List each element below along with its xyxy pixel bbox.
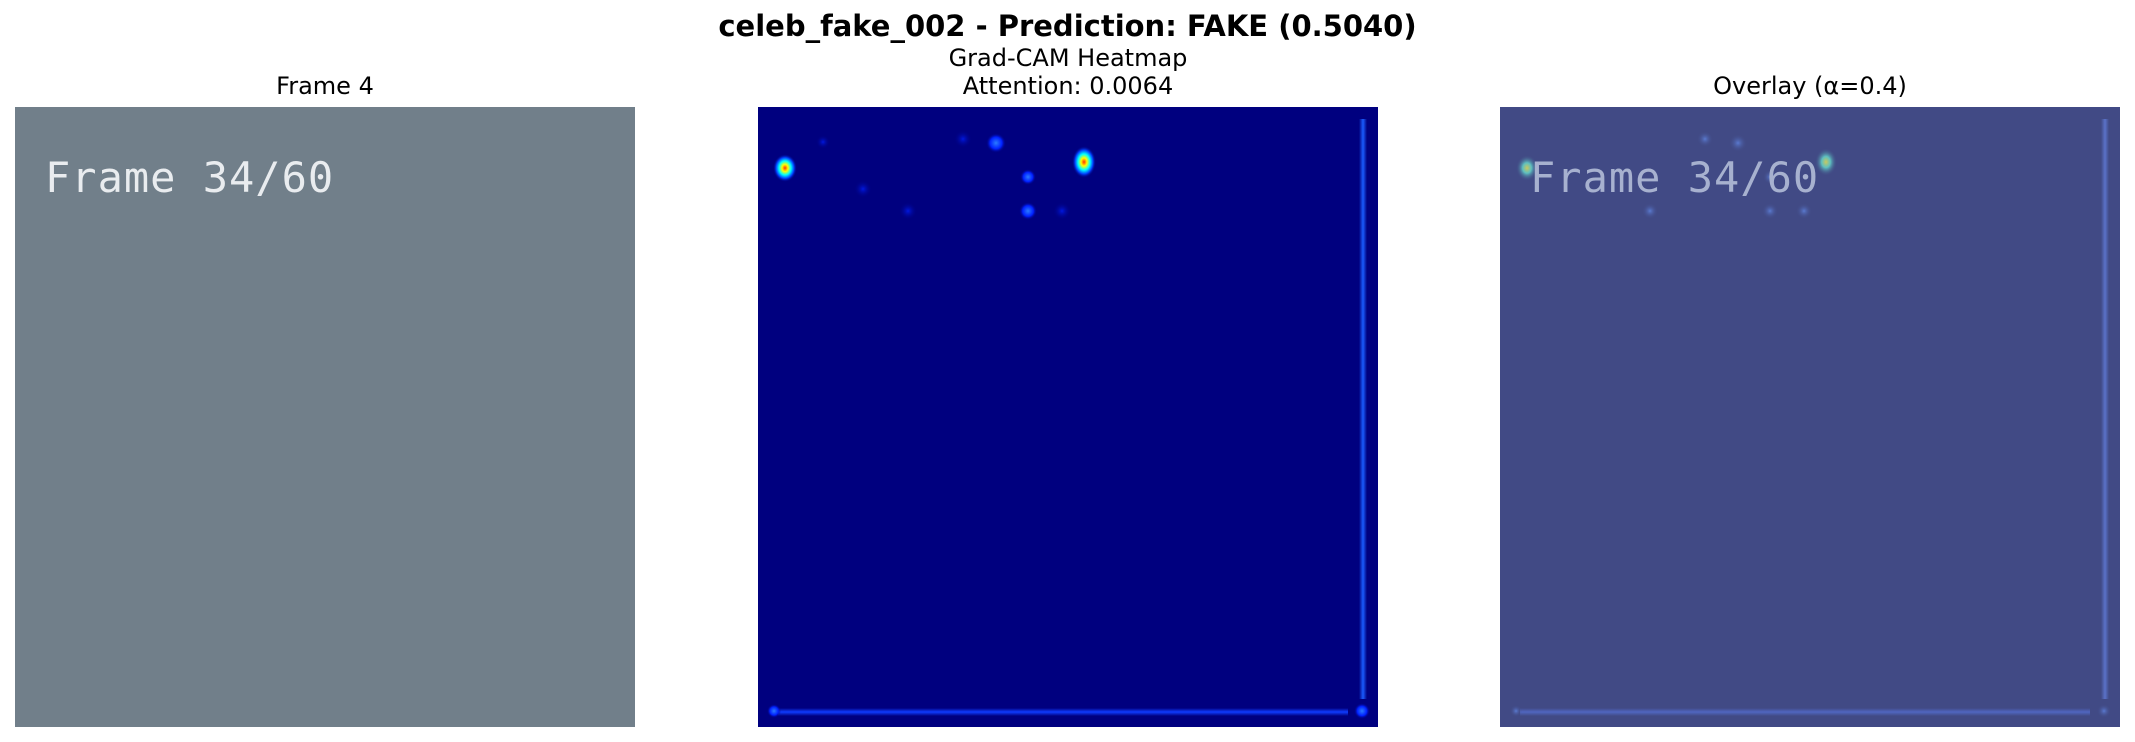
- overlay-spot: [1729, 134, 1747, 152]
- overlay-panel-title: Overlay (α=0.4): [1713, 72, 1907, 100]
- heatmap-svg: [767, 119, 1370, 719]
- overlay-svg: [1510, 119, 2111, 718]
- overlay-image: Frame 34/60: [1500, 107, 2120, 727]
- overlay-hotspot: [1516, 155, 1538, 181]
- frame-image: Frame 34/60: [15, 107, 635, 727]
- heat-hotspot: [773, 154, 797, 182]
- overlay-bottom-edge: [1520, 708, 2090, 716]
- overlay-right-edge: [2101, 119, 2109, 699]
- heat-spot: [954, 130, 972, 148]
- overlay-frame-counter-text: Frame 34/60: [1530, 153, 1820, 202]
- overlay-spot: [1762, 203, 1778, 219]
- overlay-corner-spot: [2097, 704, 2111, 718]
- heat-bottom-edge: [778, 708, 1348, 716]
- frame-panel-title: Frame 4: [276, 72, 374, 100]
- overlay-corner-spot: [1510, 705, 1522, 717]
- heatmap-panel-title-line1: Grad-CAM Heatmap: [948, 44, 1188, 72]
- overlay-spot: [1763, 170, 1777, 184]
- heat-spot: [986, 133, 1006, 153]
- heat-corner-spot: [1354, 703, 1370, 719]
- heat-hotspot: [1072, 146, 1096, 178]
- heat-spot: [1020, 169, 1036, 185]
- overlay-hotspot: [1815, 148, 1837, 176]
- heat-spot: [899, 202, 917, 220]
- overlay-spot: [1697, 131, 1713, 147]
- heat-spot: [1019, 202, 1037, 220]
- overlay-spot: [1796, 203, 1812, 219]
- heat-right-edge: [1359, 119, 1367, 699]
- overlay-spot: [1642, 203, 1658, 219]
- heat-spot: [816, 135, 830, 149]
- heat-spot: [854, 180, 872, 198]
- heatmap-panel-title-line2: Attention: 0.0064: [962, 72, 1174, 100]
- heat-spot: [1053, 202, 1071, 220]
- heat-corner-spot: [767, 704, 781, 718]
- figure-title: celeb_fake_002 - Prediction: FAKE (0.504…: [718, 9, 1417, 43]
- frame-counter-text: Frame 34/60: [45, 153, 335, 202]
- gradcam-heatmap: [758, 107, 1378, 727]
